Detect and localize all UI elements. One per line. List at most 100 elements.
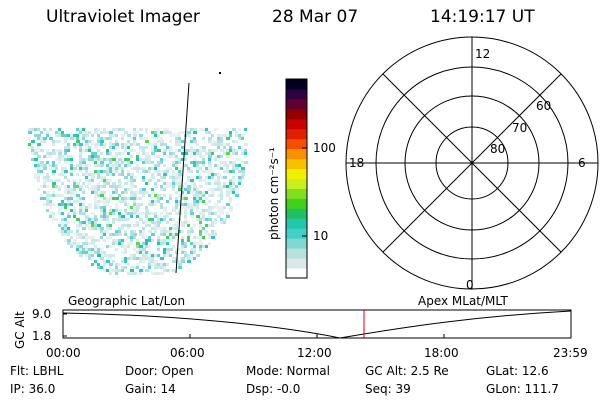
image-pixel: [214, 203, 218, 206]
image-pixel: [235, 158, 238, 161]
image-pixel: [145, 161, 148, 164]
image-pixel: [130, 206, 133, 209]
image-pixel: [64, 152, 67, 155]
image-pixel: [73, 170, 76, 173]
image-pixel: [94, 155, 98, 158]
image-pixel: [100, 131, 103, 134]
image-pixel: [169, 254, 172, 257]
image-pixel: [94, 152, 97, 155]
image-pixel: [43, 197, 46, 200]
image-pixel: [160, 137, 163, 140]
image-pixel: [163, 251, 166, 254]
image-pixel: [124, 197, 127, 200]
image-pixel: [211, 149, 214, 152]
image-pixel: [148, 260, 151, 263]
image-pixel: [28, 128, 32, 131]
image-pixel: [109, 272, 112, 275]
image-pixel: [70, 230, 73, 233]
image-pixel: [145, 191, 148, 194]
image-pixel: [235, 149, 238, 152]
image-pixel: [73, 191, 77, 194]
image-pixel: [67, 227, 70, 230]
image-pixel: [175, 167, 179, 170]
image-pixel: [145, 254, 148, 257]
image-pixel: [127, 152, 130, 155]
image-pixel: [67, 212, 70, 215]
image-pixel: [136, 215, 139, 218]
image-pixel: [148, 245, 151, 248]
image-pixel: [106, 218, 109, 221]
image-pixel: [154, 221, 158, 224]
image-pixel: [52, 170, 56, 173]
image-pixel: [214, 221, 217, 224]
image-pixel: [70, 209, 74, 212]
image-pixel: [139, 218, 143, 221]
image-pixel: [208, 236, 211, 239]
image-pixel: [109, 227, 112, 230]
image-pixel: [217, 188, 220, 191]
image-pixel: [61, 131, 64, 134]
colorbar-segment: [286, 98, 307, 110]
image-pixel: [154, 263, 157, 266]
image-pixel: [175, 248, 179, 251]
image-pixel: [235, 188, 239, 191]
image-pixel: [76, 182, 80, 185]
image-pixel: [166, 221, 169, 224]
image-pixel: [184, 140, 187, 143]
image-pixel: [40, 170, 43, 173]
image-pixel: [88, 131, 91, 134]
image-pixel: [79, 146, 82, 149]
image-pixel: [184, 212, 188, 215]
image-pixel: [106, 197, 109, 200]
image-pixel: [238, 128, 241, 131]
image-pixel: [73, 221, 76, 224]
image-pixel: [145, 221, 148, 224]
image-pixel: [226, 203, 230, 206]
image-pixel: [166, 230, 169, 233]
image-pixel: [199, 221, 202, 224]
image-pixel: [106, 227, 109, 230]
image-pixel: [199, 161, 203, 164]
image-pixel: [202, 194, 205, 197]
image-pixel: [211, 140, 214, 143]
image-pixel: [37, 146, 40, 149]
image-pixel: [55, 134, 58, 137]
image-pixel: [226, 191, 229, 194]
image-pixel: [217, 179, 220, 182]
image-pixel: [103, 209, 106, 212]
image-pixel: [190, 248, 193, 251]
image-pixel: [163, 182, 167, 185]
image-pixel: [70, 197, 73, 200]
image-pixel: [169, 182, 172, 185]
image-pixel: [184, 200, 187, 203]
image-pixel: [175, 137, 179, 140]
image-pixel: [211, 230, 214, 233]
image-pixel: [94, 197, 97, 200]
image-pixel: [139, 260, 143, 263]
image-pixel: [94, 185, 98, 188]
image-pixel: [154, 167, 157, 170]
ip-info: IP: 36.0: [10, 382, 56, 396]
image-pixel: [163, 266, 166, 269]
image-pixel: [160, 239, 163, 242]
image-pixel: [61, 227, 64, 230]
image-pixel: [115, 143, 119, 146]
image-pixel: [94, 146, 98, 149]
image-pixel: [58, 188, 61, 191]
image-pixel: [157, 128, 160, 131]
image-pixel: [199, 179, 202, 182]
image-pixel: [217, 200, 221, 203]
image-pixel: [208, 218, 212, 221]
image-pixel: [61, 155, 64, 158]
image-pixel: [163, 143, 167, 146]
colorbar-units-label: photon cm⁻²s⁻¹: [267, 147, 281, 240]
image-pixel: [157, 197, 160, 200]
image-pixel: [55, 185, 59, 188]
image-pixel: [82, 137, 85, 140]
image-pixel: [61, 167, 64, 170]
image-pixel: [88, 179, 91, 182]
image-pixel: [199, 167, 202, 170]
image-pixel: [154, 134, 158, 137]
image-pixel: [181, 131, 184, 134]
image-pixel: [61, 224, 64, 227]
